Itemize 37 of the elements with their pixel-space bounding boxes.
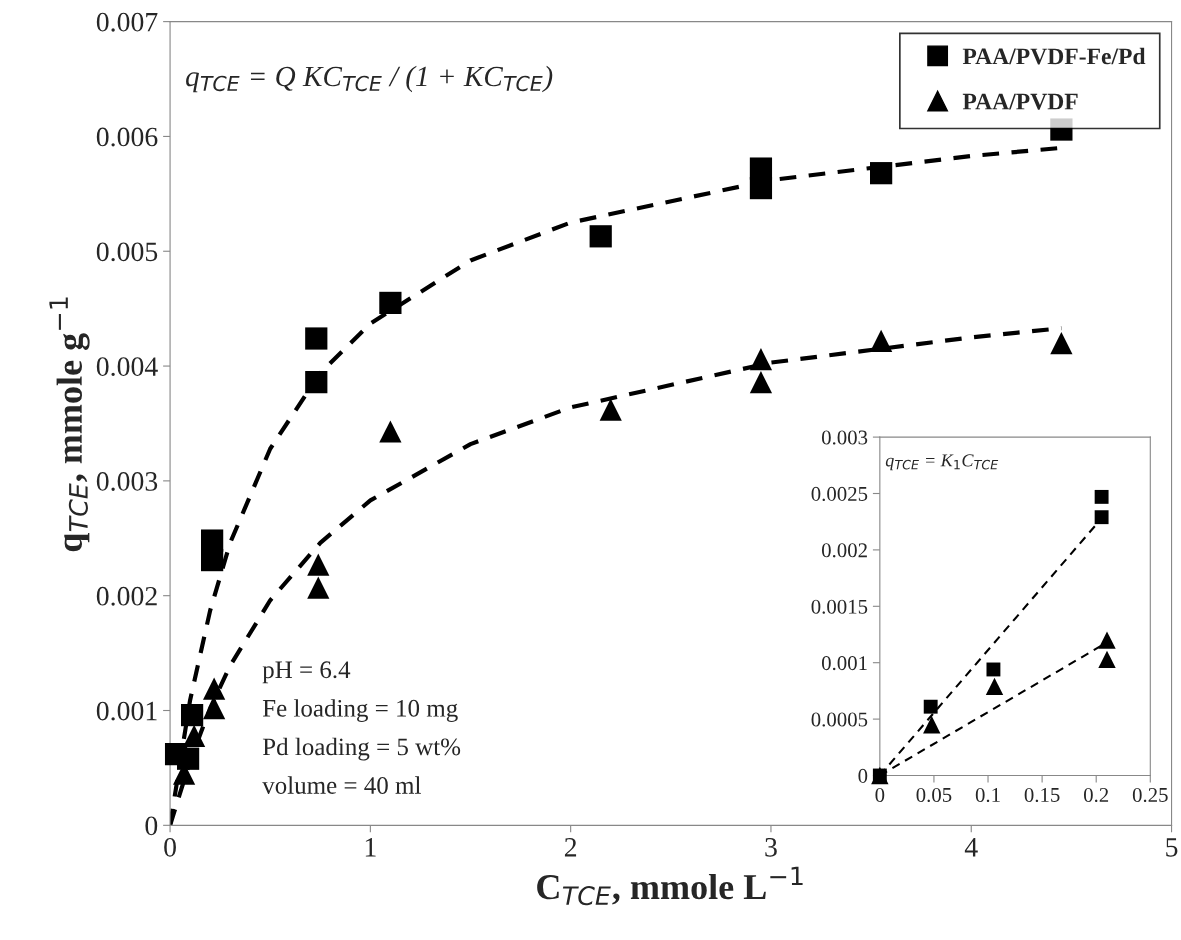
y-tick-label: 0.007 <box>96 12 158 32</box>
x-tick-label: 5 <box>1166 838 1178 857</box>
annotation: Pd loading = 5 wt% <box>262 737 461 761</box>
annotation: q$_{TCE}$ = Q KC$_{TCE}$ / (1 + KC$_{TCE}$) <box>186 65 553 93</box>
x-tick-label: 0 <box>164 837 176 857</box>
y-tick-label: 0.005 <box>96 242 158 262</box>
y-tick-label: 0.006 <box>96 127 158 147</box>
y-tick-label: 0.003 <box>96 472 158 491</box>
x-tick-label: 3 <box>765 838 777 857</box>
y-tick-label: 0 <box>858 768 868 783</box>
y-tick-label: 0.0025 <box>811 486 868 502</box>
x-axis-title: C$_{TCE}$, mmole L$^{−1}$ <box>537 866 803 906</box>
x-tick-label: 0.05 <box>916 787 952 803</box>
annotation: q$_{TCE}$ = K$_{1}$C$_{TCE}$ <box>885 454 999 471</box>
y-tick-label: 0.002 <box>821 543 867 558</box>
x-tick-label: 0 <box>875 787 885 802</box>
y-tick-label: 0.001 <box>96 701 157 721</box>
x-tick-label: 0.1 <box>975 787 1000 803</box>
legend-label: PAA/PVDF-Fe/Pd <box>962 47 1146 65</box>
annotation: volume = 40 ml <box>262 776 421 794</box>
y-tick-label: 0.0005 <box>811 712 868 727</box>
y-tick-label: 0.0015 <box>811 599 868 614</box>
x-tick-label: 0.25 <box>1132 787 1168 803</box>
x-tick-label: 2 <box>564 838 577 857</box>
y-tick-label: 0.002 <box>96 586 157 606</box>
x-tick-label: 1 <box>365 838 376 857</box>
annotation: Fe loading = 10 mg <box>262 699 458 722</box>
y-tick-label: 0.004 <box>96 357 158 377</box>
y-tick-label: 0.001 <box>821 656 867 671</box>
x-tick-label: 4 <box>964 838 978 857</box>
x-tick-label: 0.2 <box>1083 787 1109 803</box>
x-tick-label: 0.15 <box>1024 787 1060 803</box>
y-tick-label: 0 <box>145 816 158 836</box>
y-tick-label: 0.003 <box>821 430 868 445</box>
annotation: pH = 6.4 <box>262 661 351 684</box>
legend-label: PAA/PVDF <box>962 93 1078 110</box>
y-axis-title: q$_{TCE}$, mmole g$^{−1}$ <box>49 297 90 552</box>
